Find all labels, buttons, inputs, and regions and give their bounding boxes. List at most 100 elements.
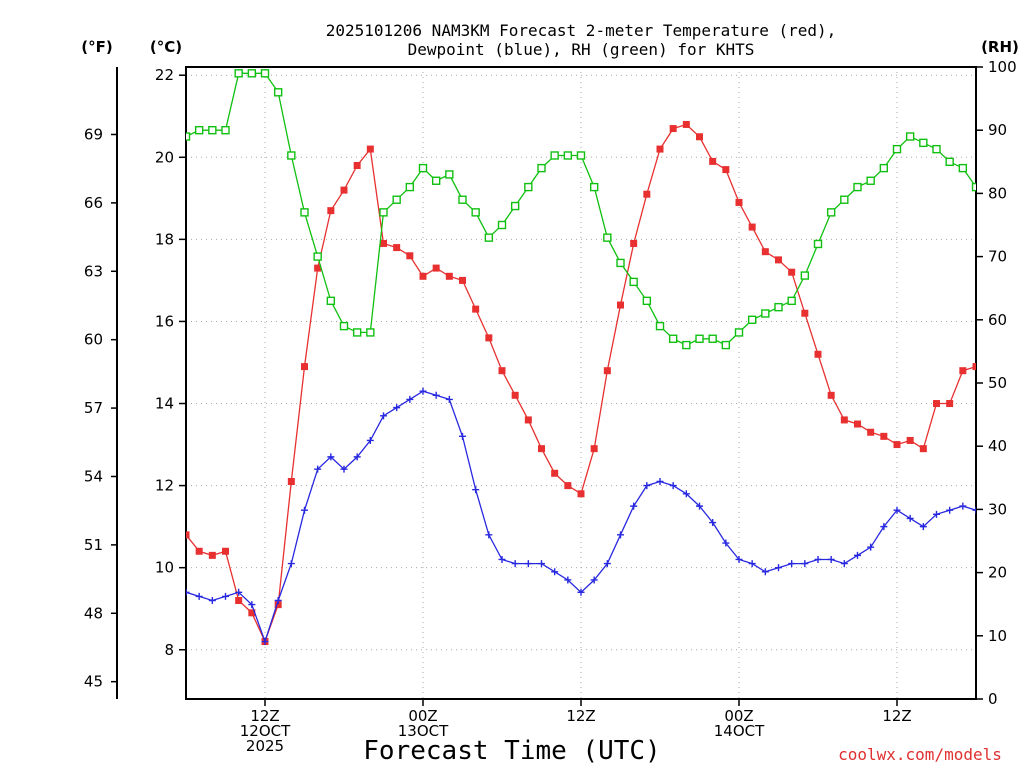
dewpoint-point	[393, 404, 401, 412]
x-tick-label: 00Z	[724, 707, 753, 725]
temperature-point	[301, 363, 308, 371]
rh-point	[813, 239, 823, 249]
rh-point	[366, 328, 375, 337]
rh-tick-label: 90	[988, 121, 1007, 139]
rh-tick-label: 60	[988, 311, 1007, 329]
temperature-point	[287, 477, 295, 485]
rh-point	[971, 182, 976, 192]
dewpoint-point	[775, 564, 782, 572]
dewpoint-point	[893, 506, 901, 514]
rh-point	[379, 208, 388, 217]
temperature-point	[946, 400, 954, 408]
dewpoint-point	[274, 597, 282, 605]
dewpoint-point	[867, 543, 875, 551]
temperature-point	[551, 469, 559, 477]
x-tick-label: 12Z	[250, 707, 279, 725]
dewpoint-point	[590, 576, 598, 584]
x-tick-label: 12OCT	[240, 722, 291, 740]
temperature-point	[248, 609, 256, 617]
rh-point	[879, 163, 889, 173]
celsius-tick-label: 18	[155, 230, 174, 248]
dewpoint-point	[722, 539, 730, 547]
dewpoint-point	[617, 531, 624, 539]
temperature-point	[603, 367, 611, 375]
dewpoint-point	[696, 502, 703, 510]
dewpoint-point	[880, 523, 888, 531]
celsius-tick-label: 14	[155, 395, 174, 413]
dewpoint-point	[419, 387, 427, 395]
dewpoint-point	[827, 555, 835, 563]
temperature-point	[709, 157, 717, 165]
rh-point	[826, 208, 836, 217]
temperature-point	[788, 268, 796, 276]
rh-point	[537, 163, 546, 173]
axes	[116, 66, 977, 700]
dewpoint-point	[656, 477, 664, 485]
dewpoint-point	[485, 531, 493, 539]
rh-point	[905, 132, 915, 141]
temperature-point	[472, 305, 480, 313]
dewpoint-point	[472, 486, 480, 494]
temperature-point	[366, 145, 374, 153]
rh-point	[668, 334, 678, 343]
rh-point	[260, 69, 270, 78]
rh-point	[392, 195, 401, 204]
rh-point	[458, 195, 467, 204]
dewpoint-point	[551, 568, 559, 576]
dewpoint-point	[906, 514, 914, 522]
dewpoint-point	[432, 391, 440, 399]
temperature-point	[735, 198, 743, 206]
temperature-point	[222, 547, 229, 555]
dewpoint-point	[235, 588, 243, 596]
temperature-point	[933, 400, 940, 408]
dewpoint-point	[603, 560, 611, 568]
rh-point	[445, 170, 454, 179]
temperature-point	[669, 125, 677, 133]
series-temperature	[186, 120, 976, 646]
rh-point	[339, 321, 349, 331]
temperature-point	[314, 264, 322, 272]
dewpoint-point	[287, 560, 295, 568]
temperature-point	[643, 190, 651, 198]
rh-tick-label: 30	[988, 500, 1007, 518]
x-tick-label: 14OCT	[714, 722, 765, 740]
dewpoint-point	[222, 592, 229, 600]
rh-point	[300, 208, 309, 217]
temperature-point	[827, 391, 835, 399]
dewpoint-point	[814, 555, 822, 563]
temperature-point	[524, 416, 532, 424]
dewpoint-point	[801, 560, 809, 568]
rh-point	[234, 69, 243, 78]
rh-point	[616, 258, 625, 268]
rh-point	[932, 144, 941, 154]
rh-point	[589, 182, 599, 192]
dewpoint-point	[406, 395, 414, 403]
temperature-point	[340, 186, 348, 194]
rh-axis-label: (RH)	[981, 38, 1019, 56]
x-tick-label: 12Z	[882, 707, 911, 725]
dewpoint-point	[735, 555, 743, 563]
dewpoint-point	[919, 523, 927, 531]
temperature-point	[919, 445, 927, 453]
x-tick-label: 12Z	[566, 707, 595, 725]
rh-tick-label: 100	[988, 58, 1017, 76]
temperature-point	[393, 244, 401, 252]
celsius-tick-label: 16	[155, 312, 174, 330]
celsius-tick-label: 20	[155, 148, 174, 166]
dewpoint-point	[524, 560, 532, 568]
temperature-point	[445, 272, 453, 280]
rh-point	[524, 182, 533, 192]
fahrenheit-axis-label: (°F)	[81, 38, 112, 56]
rh-point	[471, 208, 480, 217]
rh-point	[958, 163, 968, 173]
dewpoint-point	[445, 395, 453, 403]
dewpoint-point	[186, 588, 190, 596]
temperature-point	[432, 264, 440, 272]
dewpoint-point	[301, 506, 308, 514]
fahrenheit-tick-label: 54	[84, 467, 103, 485]
rh-point	[695, 334, 704, 343]
dewpoint-point	[353, 453, 361, 461]
dewpoint-point	[682, 490, 690, 498]
rh-point	[721, 340, 731, 350]
temperature-point	[972, 363, 976, 371]
